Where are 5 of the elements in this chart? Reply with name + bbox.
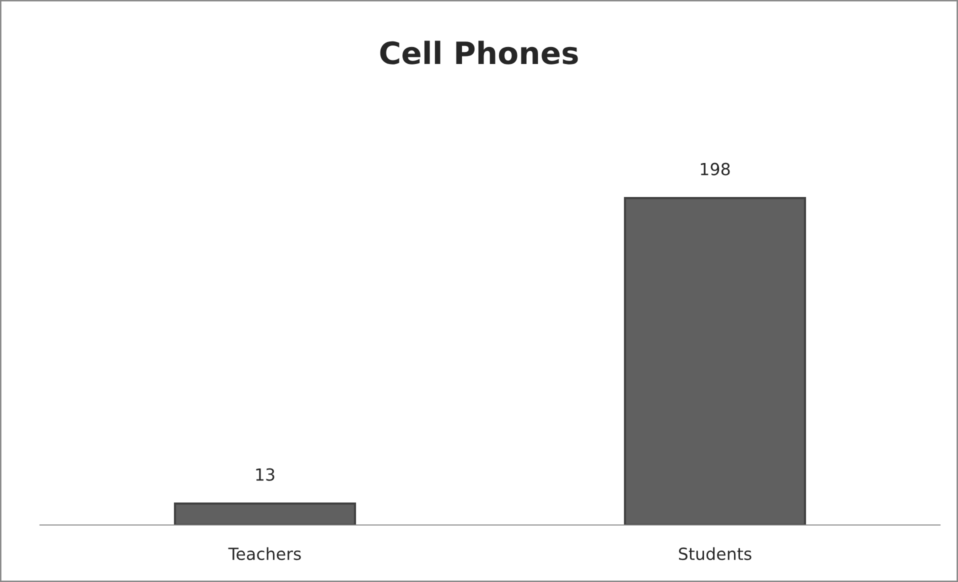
x-tick-label: Students (678, 547, 752, 560)
data-label: 198 (700, 162, 730, 176)
chart-title: Cell Phones (380, 40, 578, 64)
data-label: 13 (256, 468, 274, 481)
x-tick-label: Teachers (228, 547, 301, 560)
